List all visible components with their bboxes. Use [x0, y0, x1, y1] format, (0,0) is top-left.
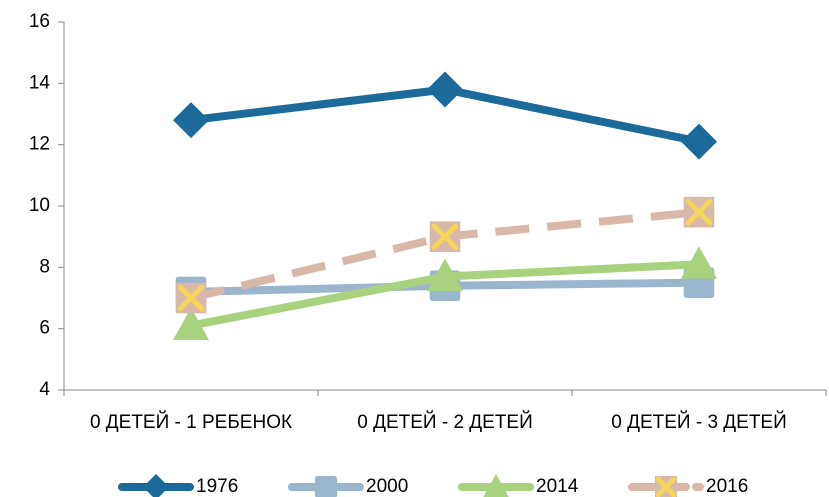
legend-label: 1976 — [196, 476, 238, 497]
legend-label: 2016 — [706, 476, 748, 497]
series-marker — [683, 196, 715, 228]
marker-cross — [431, 223, 459, 250]
y-tick-label: 8 — [39, 256, 50, 277]
marker-cross — [685, 198, 713, 226]
series-marker — [429, 221, 461, 252]
y-tick-label: 16 — [29, 11, 50, 32]
y-tick-label: 4 — [39, 379, 50, 400]
series-marker — [427, 71, 463, 108]
legend-marker — [314, 475, 338, 497]
series-marker — [427, 258, 463, 291]
marker-cross — [177, 284, 205, 312]
legend-marker — [143, 474, 169, 497]
marker-cross — [655, 476, 677, 497]
x-tick-label: 0 ДЕТЕЙ - 3 ДЕТЕЙ — [611, 411, 787, 433]
y-tick-label: 14 — [29, 72, 51, 93]
series-marker — [681, 246, 717, 279]
legend-label: 2000 — [366, 476, 408, 497]
legend-marker — [654, 475, 678, 497]
legend-marker — [483, 474, 509, 497]
y-tick-label: 10 — [29, 195, 50, 216]
series-marker — [681, 123, 717, 160]
x-tick-label: 0 ДЕТЕЙ - 2 ДЕТЕЙ — [357, 411, 533, 433]
legend-label: 2014 — [536, 476, 579, 497]
series-marker — [173, 102, 209, 139]
series-marker — [175, 282, 207, 314]
x-tick-label: 0 ДЕТЕЙ - 1 РЕБЕНОК — [90, 411, 292, 433]
y-tick-label: 12 — [29, 134, 50, 155]
series-marker — [173, 307, 209, 340]
y-tick-label: 6 — [39, 318, 50, 339]
